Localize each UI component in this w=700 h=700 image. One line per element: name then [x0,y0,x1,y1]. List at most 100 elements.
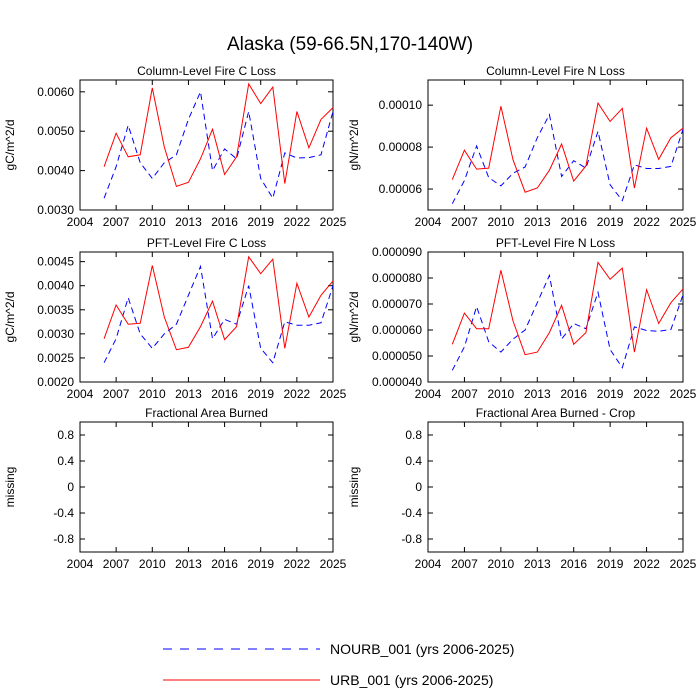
x-tick-label: 2007 [103,387,130,401]
series-line-nourb [451,113,684,204]
x-tick-label: 2016 [211,387,238,401]
figure-title: Alaska (59-66.5N,170-140W) [227,34,473,55]
x-tick-label: 2025 [670,557,697,571]
y-tick-label: 0.00006 [379,182,423,196]
x-tick-label: 2010 [488,387,515,401]
y-tick-label: 0.0025 [37,351,74,365]
panel-title: PFT-Level Fire C Loss [147,236,266,250]
y-tick-label: -0.4 [401,506,422,520]
x-tick-label: 2019 [247,387,274,401]
x-tick-label: 2007 [451,387,478,401]
y-tick-label: 0.0050 [37,124,74,138]
y-axis-label: missing [347,467,361,508]
y-tick-label: 0.000050 [372,349,422,363]
x-tick-label: 2016 [560,557,587,571]
legend-label-nourb: NOURB_001 (yrs 2006-2025) [330,641,514,657]
chart-panel: PFT-Level Fire C Loss gC/m^2/d 2004 2007 201… [3,236,347,401]
legend-entry: NOURB_001 (yrs 2006-2025) [163,641,514,657]
y-tick-label: 0.0035 [37,303,74,317]
x-tick-label: 2016 [560,215,587,229]
x-tick-label: 2019 [597,387,624,401]
x-tick-label: 2007 [103,215,130,229]
y-tick-label: 0.8 [405,428,422,442]
y-axis-label: gC/m^2/d [3,292,17,343]
legend: NOURB_001 (yrs 2006-2025) URB_001 (yrs 2… [163,641,514,688]
y-tick-label: 0.000040 [372,375,422,389]
y-tick-label: 0.0040 [37,164,74,178]
y-tick-label: 0.0030 [37,203,74,217]
y-tick-label: 0.4 [57,454,74,468]
panel-title: Fractional Area Burned - Crop [476,406,636,420]
x-tick-label: 2004 [67,557,94,571]
y-tick-label: -0.8 [401,532,422,546]
y-tick-label: 0.0060 [37,85,74,99]
x-tick-label: 2013 [524,557,551,571]
y-tick-label: 0.0040 [37,279,74,293]
x-tick-label: 2013 [175,557,202,571]
chart-panels: Column-Level Fire C Loss gC/m^2/d 2004 2007… [3,64,697,571]
plot-frame [427,79,684,211]
y-tick-label: 0.0045 [37,255,74,269]
chart-panel: Fractional Area Burned - Crop missing 2004… [347,406,697,571]
x-tick-label: 2025 [320,387,347,401]
x-tick-label: 2022 [633,215,660,229]
y-axis-label: gC/m^2/d [3,120,17,171]
x-tick-label: 2016 [211,215,238,229]
x-tick-label: 2004 [67,387,94,401]
panel-title: PFT-Level Fire N Loss [496,236,615,250]
series-line-nourb [103,90,334,200]
series-line-urb [451,101,684,193]
series-line-nourb [103,264,334,364]
x-tick-label: 2022 [284,387,311,401]
plot-frame [79,79,334,211]
y-tick-label: 0.000090 [372,245,422,259]
y-tick-label: 0 [67,480,74,494]
x-tick-label: 2013 [175,215,202,229]
x-tick-label: 2025 [670,215,697,229]
x-tick-label: 2022 [633,387,660,401]
series-line-nourb [451,273,684,371]
x-tick-label: 2004 [415,557,442,571]
y-axis-label: gN/m^2/d [347,120,361,171]
y-tick-label: 0.4 [405,454,422,468]
panel-title: Fractional Area Burned [145,406,268,420]
x-tick-label: 2007 [451,557,478,571]
series-line-urb [103,82,334,188]
x-tick-label: 2004 [67,215,94,229]
x-tick-label: 2010 [139,387,166,401]
panel-title: Column-Level Fire N Loss [486,64,625,78]
x-tick-label: 2013 [175,387,202,401]
y-tick-label: 0.8 [57,428,74,442]
x-tick-label: 2022 [284,557,311,571]
x-tick-label: 2025 [670,387,697,401]
plot-frame [79,421,334,553]
x-tick-label: 2010 [139,215,166,229]
plot-frame [427,251,684,383]
y-tick-label: 0.000060 [372,323,422,337]
chart-panel: Column-Level Fire C Loss gC/m^2/d 2004 2007… [3,64,347,229]
x-tick-label: 2004 [415,387,442,401]
plot-frame [427,421,684,553]
panel-title: Column-Level Fire C Loss [137,64,276,78]
legend-entry: URB_001 (yrs 2006-2025) [163,672,493,688]
series-line-urb [103,255,334,351]
x-tick-label: 2010 [488,557,515,571]
y-tick-label: 0.000080 [372,271,422,285]
x-tick-label: 2004 [415,215,442,229]
y-axis-label: missing [3,467,17,508]
x-tick-label: 2019 [247,557,274,571]
x-tick-label: 2019 [247,215,274,229]
y-tick-label: -0.4 [53,506,74,520]
y-tick-label: -0.8 [53,532,74,546]
x-tick-label: 2016 [211,557,238,571]
y-tick-label: 0.000070 [372,297,422,311]
y-tick-label: 0.0020 [37,375,74,389]
y-axis-label: gN/m^2/d [347,292,361,343]
x-tick-label: 2013 [524,215,551,229]
chart-panel: Column-Level Fire N Loss gN/m^2/d 2004 2007… [347,64,697,229]
y-tick-label: 0.0030 [37,327,74,341]
x-tick-label: 2025 [320,557,347,571]
x-tick-label: 2019 [597,557,624,571]
x-tick-label: 2025 [320,215,347,229]
x-tick-label: 2016 [560,387,587,401]
